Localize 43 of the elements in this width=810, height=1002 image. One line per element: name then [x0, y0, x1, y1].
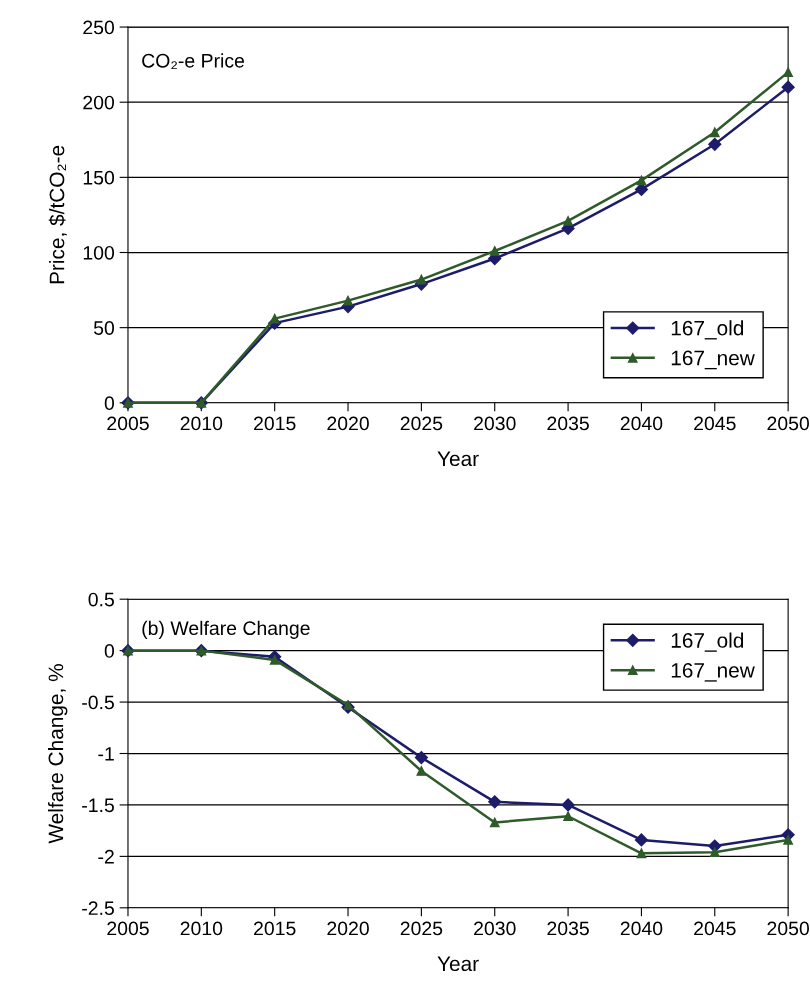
- y-axis-title: Welfare Change, %: [47, 664, 68, 844]
- x-tick-label: 2015: [254, 921, 296, 936]
- x-tick-label: 2030: [474, 921, 516, 936]
- legend-label: 167_old: [671, 320, 744, 340]
- x-tick-label: 2010: [180, 921, 223, 936]
- x-tick-label: 2040: [620, 416, 663, 431]
- legend-label: 167_new: [671, 662, 755, 682]
- x-tick-label: 2015: [254, 416, 296, 431]
- y-axis-title: Price, $/tCO₂-e: [48, 145, 67, 284]
- y-tick-label: 0: [104, 396, 115, 411]
- x-tick-label: 2010: [180, 416, 223, 431]
- x-tick-label: 2020: [327, 921, 369, 936]
- x-tick-label: 2045: [694, 416, 736, 431]
- x-tick-label: 2035: [547, 921, 589, 936]
- x-tick-label: 2025: [400, 416, 443, 431]
- y-tick-label: -2: [98, 849, 114, 864]
- x-tick-label: 2050: [767, 416, 809, 431]
- x-tick-label: 2030: [474, 416, 516, 431]
- x-axis-title: Year: [437, 451, 479, 467]
- x-tick-label: 2035: [547, 416, 589, 431]
- legend-label: 167_new: [671, 350, 755, 370]
- legend-label: 167_old: [671, 632, 744, 652]
- y-tick-label: -2.5: [82, 901, 114, 916]
- y-tick-label: -0.5: [82, 695, 114, 710]
- y-tick-label: -1.5: [82, 798, 114, 813]
- annotation: CO₂-e Price: [142, 53, 245, 70]
- y-tick-label: 200: [83, 95, 115, 110]
- y-tick-label: 50: [93, 321, 115, 335]
- x-tick-label: 2005: [107, 921, 149, 936]
- annotation: (b) Welfare Change: [142, 620, 310, 639]
- y-tick-label: 150: [83, 170, 115, 185]
- x-tick-label: 2020: [327, 416, 369, 431]
- y-tick-label: 0.5: [88, 592, 114, 607]
- y-tick-label: 100: [83, 245, 115, 260]
- y-tick-label: -1: [98, 747, 114, 761]
- x-axis-title: Year: [437, 956, 479, 972]
- x-tick-label: 2040: [620, 921, 663, 936]
- y-tick-label: 250: [83, 20, 115, 35]
- x-tick-label: 2005: [107, 416, 149, 431]
- x-tick-label: 2050: [767, 921, 809, 936]
- y-tick-label: 0: [104, 644, 115, 658]
- x-tick-label: 2025: [400, 921, 443, 936]
- x-tick-label: 2045: [694, 921, 736, 936]
